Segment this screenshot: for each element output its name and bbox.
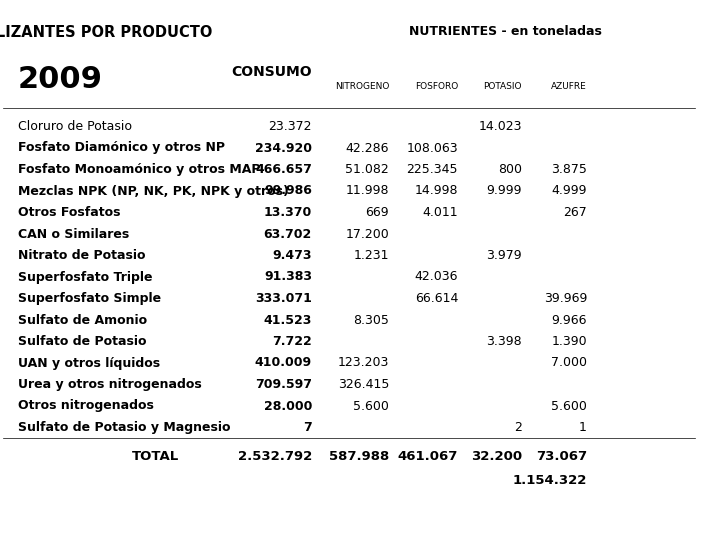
Text: 326.415: 326.415: [338, 378, 389, 391]
Text: 3.979: 3.979: [487, 249, 522, 262]
Text: 7: 7: [303, 421, 312, 434]
Text: 333.071: 333.071: [255, 292, 312, 305]
Text: Mezclas NPK (NP, NK, PK, NPK y otros): Mezclas NPK (NP, NK, PK, NPK y otros): [18, 185, 289, 198]
Text: POTASIO: POTASIO: [484, 82, 522, 91]
Text: 1.154.322: 1.154.322: [513, 475, 587, 488]
Text: 3.398: 3.398: [487, 335, 522, 348]
Text: NUTRIENTES - en toneladas: NUTRIENTES - en toneladas: [408, 25, 601, 38]
Text: 28.000: 28.000: [264, 400, 312, 413]
Text: 4.999: 4.999: [552, 185, 587, 198]
Text: 4.011: 4.011: [423, 206, 458, 219]
Text: 410.009: 410.009: [255, 356, 312, 369]
Text: 39.969: 39.969: [544, 292, 587, 305]
Text: Otros Fosfatos: Otros Fosfatos: [18, 206, 120, 219]
Text: CONSUMO DE FERTILIZANTES POR PRODUCTO: CONSUMO DE FERTILIZANTES POR PRODUCTO: [0, 25, 212, 40]
Text: 1.231: 1.231: [354, 249, 389, 262]
Text: 9.999: 9.999: [487, 185, 522, 198]
Text: 51.082: 51.082: [346, 163, 389, 176]
Text: 91.383: 91.383: [264, 271, 312, 284]
Text: 14.023: 14.023: [479, 120, 522, 133]
Text: 108.063: 108.063: [406, 141, 458, 154]
Text: 8.305: 8.305: [353, 314, 389, 327]
Text: 2.532.792: 2.532.792: [238, 449, 312, 462]
Text: Fosfato Diamónico y otros NP: Fosfato Diamónico y otros NP: [18, 141, 225, 154]
Text: 14.998: 14.998: [415, 185, 458, 198]
Text: 800: 800: [498, 163, 522, 176]
Text: 2: 2: [514, 421, 522, 434]
Text: Otros nitrogenados: Otros nitrogenados: [18, 400, 154, 413]
Text: 123.203: 123.203: [338, 356, 389, 369]
Text: 669: 669: [365, 206, 389, 219]
Text: 32.200: 32.200: [471, 449, 522, 462]
Text: Nitrato de Potasio: Nitrato de Potasio: [18, 249, 145, 262]
Text: 5.600: 5.600: [353, 400, 389, 413]
Text: CAN o Similares: CAN o Similares: [18, 227, 130, 240]
Text: 13.370: 13.370: [264, 206, 312, 219]
Text: Sulfato de Amonio: Sulfato de Amonio: [18, 314, 147, 327]
Text: 1.390: 1.390: [552, 335, 587, 348]
Text: 709.597: 709.597: [255, 378, 312, 391]
Text: Cloruro de Potasio: Cloruro de Potasio: [18, 120, 132, 133]
Text: 73.067: 73.067: [536, 449, 587, 462]
Text: 17.200: 17.200: [346, 227, 389, 240]
Text: 42.286: 42.286: [346, 141, 389, 154]
Text: 41.523: 41.523: [264, 314, 312, 327]
Text: 9.966: 9.966: [552, 314, 587, 327]
Text: Sulfato de Potasio: Sulfato de Potasio: [18, 335, 146, 348]
Text: 42.036: 42.036: [415, 271, 458, 284]
Text: 7.722: 7.722: [272, 335, 312, 348]
Text: 461.067: 461.067: [397, 449, 458, 462]
Text: 11.998: 11.998: [346, 185, 389, 198]
Text: 66.614: 66.614: [415, 292, 458, 305]
Text: Urea y otros nitrogenados: Urea y otros nitrogenados: [18, 378, 202, 391]
Text: Sulfato de Potasio y Magnesio: Sulfato de Potasio y Magnesio: [18, 421, 230, 434]
Text: 7.000: 7.000: [551, 356, 587, 369]
Text: 225.345: 225.345: [407, 163, 458, 176]
Text: 1: 1: [579, 421, 587, 434]
Text: TOTAL: TOTAL: [131, 449, 179, 462]
Text: Superfosfato Simple: Superfosfato Simple: [18, 292, 161, 305]
Text: 2009: 2009: [18, 65, 103, 94]
Text: FOSFORO: FOSFORO: [415, 82, 458, 91]
Text: Superfosfato Triple: Superfosfato Triple: [18, 271, 153, 284]
Text: NITROGENO: NITROGENO: [335, 82, 389, 91]
Text: 587.988: 587.988: [329, 449, 389, 462]
Text: 9.473: 9.473: [272, 249, 312, 262]
Text: 3.875: 3.875: [551, 163, 587, 176]
Text: 99.986: 99.986: [264, 185, 312, 198]
Text: AZUFRE: AZUFRE: [552, 82, 587, 91]
Text: 267: 267: [563, 206, 587, 219]
Text: 63.702: 63.702: [264, 227, 312, 240]
Text: 23.372: 23.372: [269, 120, 312, 133]
Text: UAN y otros líquidos: UAN y otros líquidos: [18, 356, 160, 369]
Text: 234.920: 234.920: [255, 141, 312, 154]
Text: CONSUMO: CONSUMO: [231, 65, 312, 79]
Text: Fosfato Monoamónico y otros MAP: Fosfato Monoamónico y otros MAP: [18, 163, 261, 176]
Text: 5.600: 5.600: [551, 400, 587, 413]
Text: 466.657: 466.657: [255, 163, 312, 176]
